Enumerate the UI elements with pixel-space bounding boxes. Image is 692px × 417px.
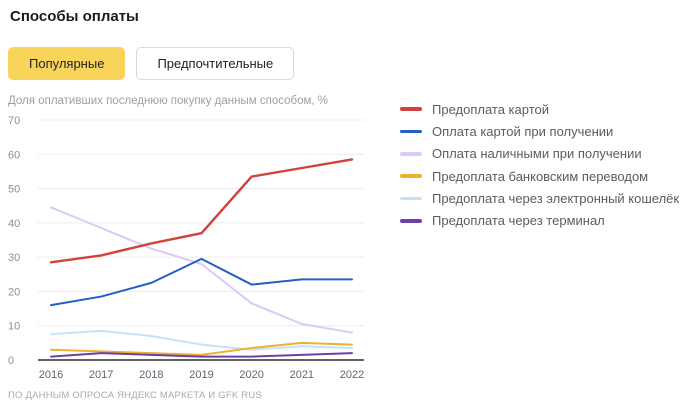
legend-item: Предоплата через электронный кошелёк: [400, 191, 680, 207]
page-title: Способы оплаты: [10, 8, 139, 25]
x-tick-label: 2022: [340, 369, 364, 381]
legend-label: Предоплата картой: [432, 101, 549, 117]
tab-popular[interactable]: Популярные: [8, 47, 126, 80]
legend-item: Предоплата через терминал: [400, 213, 679, 229]
x-tick-label: 2019: [189, 369, 213, 381]
series-line: [49, 158, 354, 264]
legend-item: Оплата картой при получении: [400, 123, 679, 139]
x-tick-label: 2016: [39, 369, 63, 381]
x-tick-label: 2017: [89, 369, 113, 381]
legend-color-swatch: [400, 107, 422, 111]
x-tick-label: 2018: [139, 369, 163, 381]
legend-color-swatch: [400, 129, 422, 134]
chart-legend: Предоплата картой Оплата картой при получ…: [400, 102, 679, 236]
y-tick-label: 20: [8, 286, 20, 298]
y-tick-label: 0: [8, 355, 14, 367]
y-tick-label: 60: [8, 149, 20, 161]
x-tick-label: 2020: [239, 369, 263, 381]
legend-label: Предоплата банковским переводом: [432, 168, 649, 184]
tabs-group: Популярные Предпочтительные: [8, 47, 295, 80]
y-tick-label: 70: [8, 115, 20, 127]
tab-preferred[interactable]: Предпочтительные: [136, 47, 295, 80]
y-tick-label: 10: [8, 321, 20, 333]
y-tick-label: 30: [8, 252, 20, 264]
legend-label: Оплата картой при получении: [432, 123, 614, 139]
legend-color-swatch: [400, 152, 422, 156]
legend-color-swatch: [400, 219, 422, 223]
y-tick-label: 40: [8, 218, 20, 230]
series-line: [50, 352, 353, 358]
source-note: ПО ДАННЫМ ОПРОСА ЯНДЕКС МАРКЕТА И GFK RU…: [8, 390, 262, 401]
payment-methods-line-chart: 0 10 20 30 40 50 60 70 2016 2017 2018 2019 2020 2021 2…: [8, 115, 364, 381]
chart-subtitle: Доля оплативших последнюю покупку данным…: [8, 95, 328, 107]
series-line: [50, 341, 353, 356]
series-line: [50, 206, 353, 334]
legend-item: Предоплата картой: [400, 101, 679, 117]
series-line: [50, 329, 353, 351]
y-tick-label: 50: [8, 184, 20, 196]
legend-label: Предоплата через электронный кошелёк: [432, 191, 680, 207]
legend-color-swatch: [400, 196, 422, 201]
legend-label: Оплата наличными при получении: [432, 146, 642, 162]
legend-color-swatch: [400, 174, 422, 178]
legend-item: Оплата наличными при получении: [400, 146, 679, 162]
legend-label: Предоплата через терминал: [432, 213, 605, 229]
x-tick-label: 2021: [290, 369, 314, 381]
series-line: [50, 257, 353, 307]
legend-item: Предоплата банковским переводом: [400, 168, 679, 184]
